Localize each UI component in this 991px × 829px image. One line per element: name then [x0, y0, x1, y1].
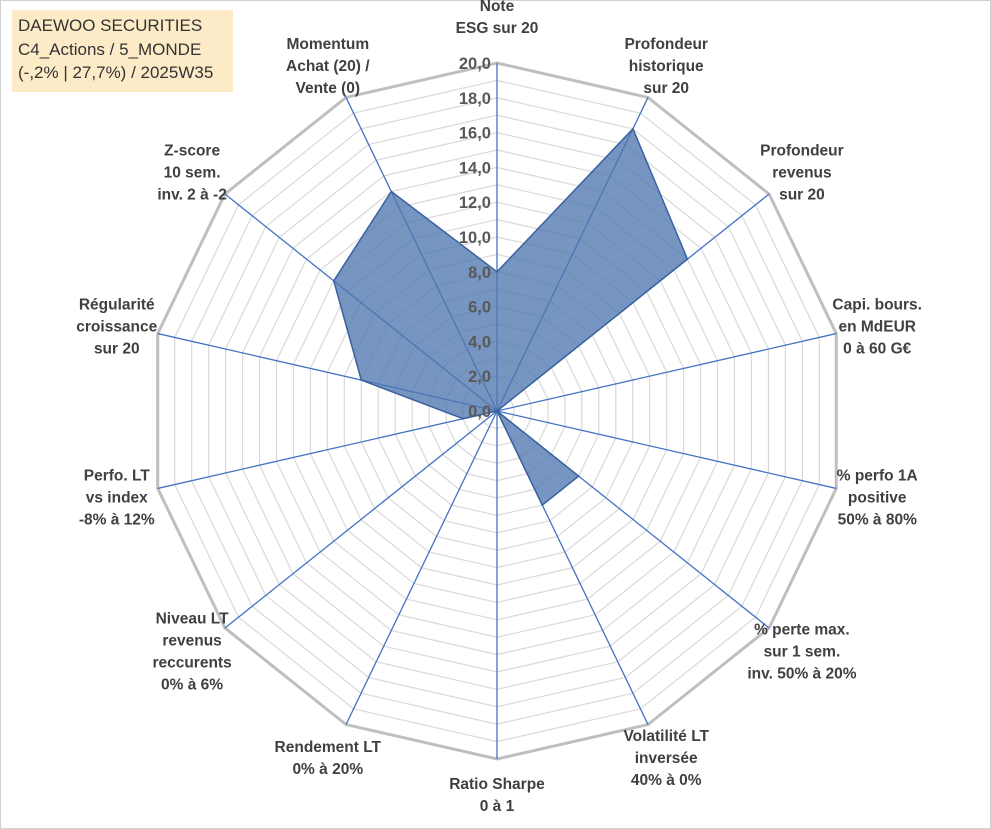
tick-label: 20,0 [459, 55, 491, 73]
tick-label: 0,0 [468, 403, 491, 421]
axis-label: Momentum Achat (20) / Vente (0) [286, 36, 370, 97]
data-point [496, 271, 498, 273]
tick-label: 16,0 [459, 125, 491, 143]
data-point [390, 190, 393, 193]
axis-label: Profondeur revenus sur 20 [760, 143, 844, 204]
axis-label: Note ESG sur 20 [456, 0, 539, 37]
tick-label: 14,0 [459, 159, 491, 177]
tick-label: 8,0 [468, 264, 491, 282]
axis-spoke [496, 410, 837, 490]
data-point [462, 417, 464, 420]
axis-label: % perfo 1A positive 50% à 80% [837, 467, 918, 528]
tick-labels: 0,0 2,0 4,0 6,0 8,0 10,0 12,0 14,0 16,0 18,0 20,0 [459, 55, 491, 421]
data-point [496, 410, 498, 412]
axis-label: % perte max. sur 1 sem. inv. 50% à 20% [747, 621, 856, 682]
axis-label: Capi. bours. en MdEUR 0 à 60 G€ [832, 297, 922, 358]
axis-label: Régularité croissance sur 20 [76, 297, 157, 358]
tick-label: 10,0 [459, 229, 491, 247]
series-layer [332, 127, 689, 507]
info-line-broker: DAEWOO SECURITIES [18, 16, 203, 35]
axis-label: Profondeur historique sur 20 [624, 36, 708, 97]
axis-label: Ratio Sharpe 0 à 1 [449, 776, 545, 815]
series-area [332, 127, 689, 507]
data-point [686, 258, 689, 260]
data-point [632, 128, 634, 130]
axis-label: Perfo. LT vs index -8% à 12% [79, 467, 155, 528]
axis-label: Z-score 10 sem. inv. 2 à -2 [157, 143, 227, 204]
data-point [360, 379, 363, 381]
tick-label: 6,0 [468, 299, 491, 317]
axis-spoke [157, 410, 498, 490]
data-point [332, 280, 335, 282]
tick-label: 2,0 [468, 368, 491, 386]
axis-spoke [496, 332, 837, 412]
tick-label: 4,0 [468, 333, 491, 351]
tick-label: 12,0 [459, 194, 491, 212]
data-point [577, 475, 580, 477]
axis-spoke [224, 410, 498, 629]
axis-label: Niveau LT revenus reccurents 0% à 6% [152, 610, 231, 693]
tick-label: 18,0 [459, 90, 491, 108]
info-line-range-week: (-,2% | 27,7%) / 2025W35 [18, 63, 214, 82]
data-point [541, 504, 544, 506]
axis-label: Rendement LT 0% à 20% [275, 739, 382, 778]
axis-labels: Note ESG sur 20 Profondeur historique sur 20… [76, 0, 922, 815]
info-box: DAEWOO SECURITIES C4_Actions / 5_MONDE (… [12, 10, 233, 92]
info-line-category: C4_Actions / 5_MONDE [18, 39, 202, 59]
axis-spoke [345, 410, 498, 725]
axis-label: Volatilité LT inversée 40% à 0% [623, 728, 709, 789]
